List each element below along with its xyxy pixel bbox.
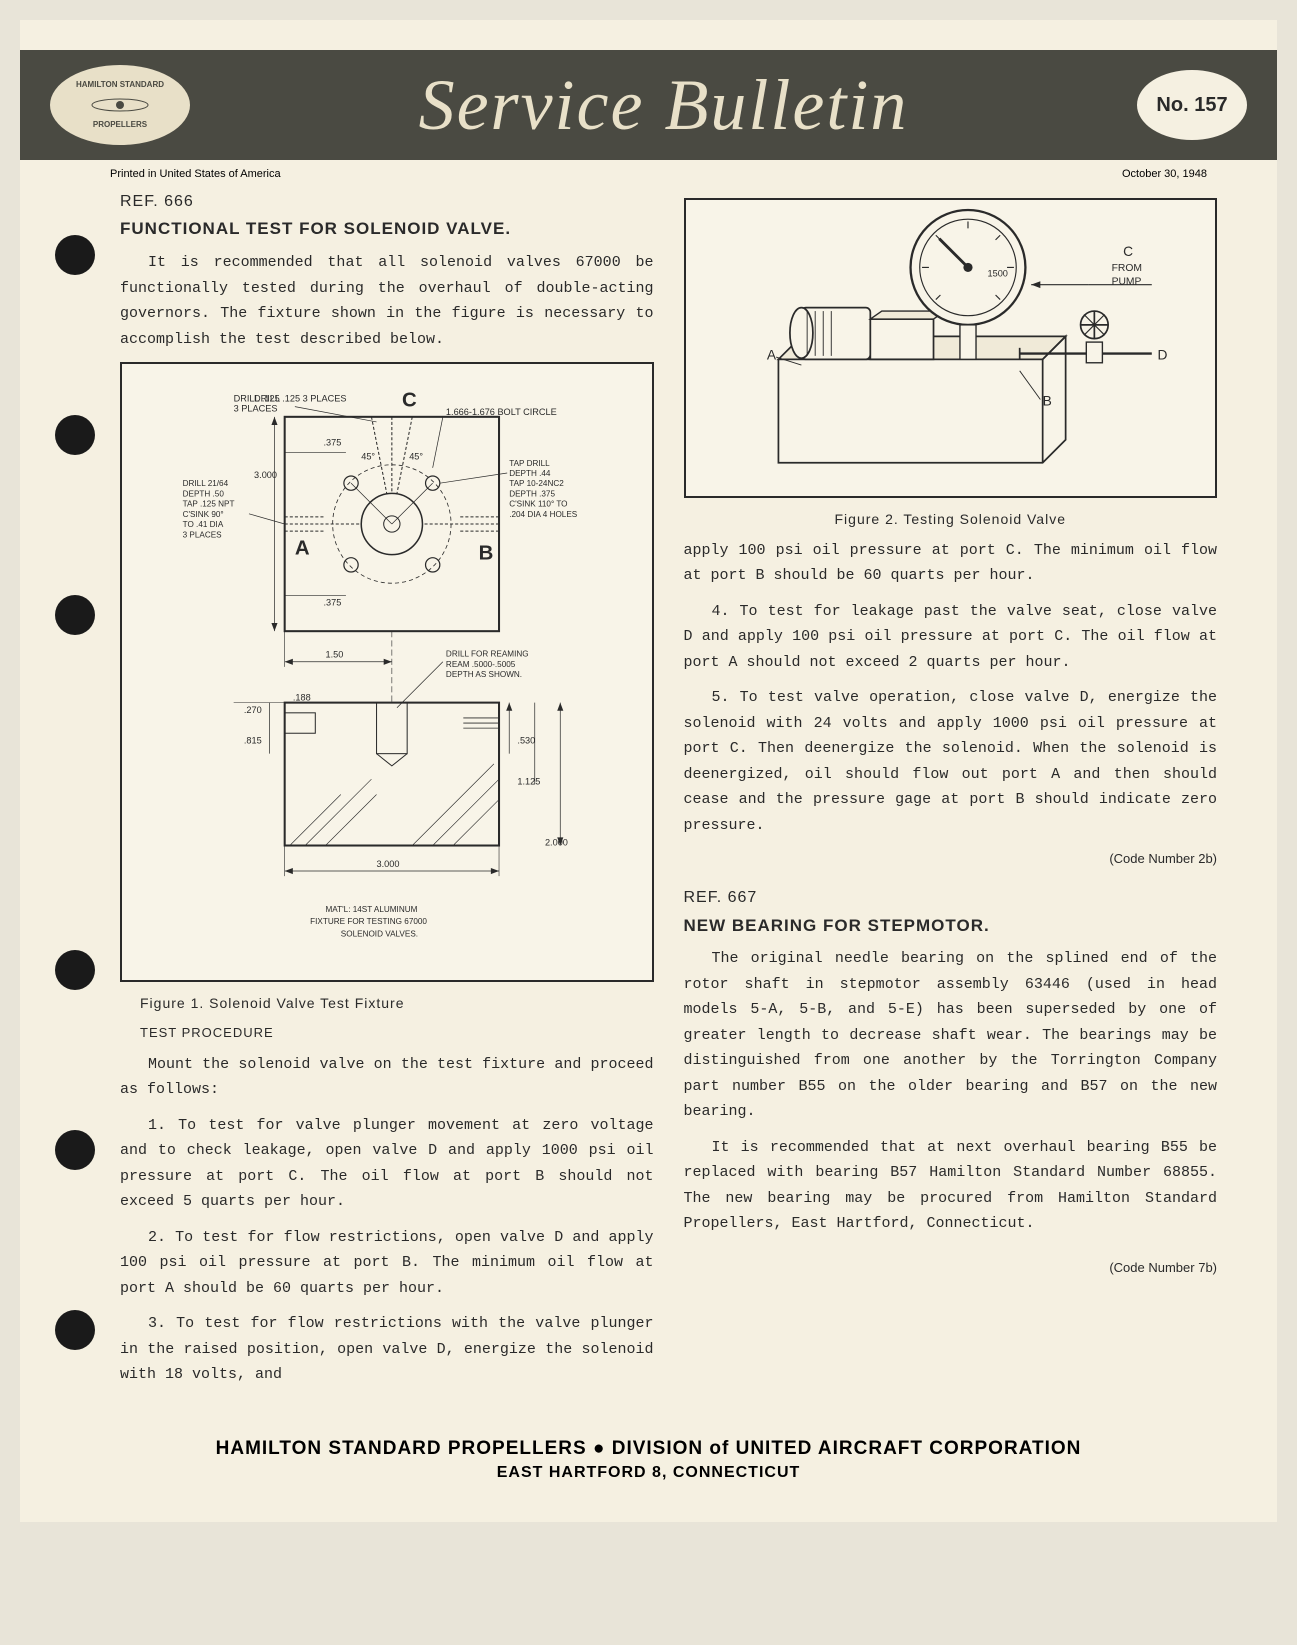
step3-cont: apply 100 psi oil pressure at port C. Th… [684,538,1218,589]
svg-text:TAP 10-24NC2: TAP 10-24NC2 [509,479,564,488]
d3000: 3.000 [254,470,277,480]
svg-text:DRILL .125: DRILL .125 [234,394,280,404]
svg-text:FIXTURE FOR TESTING 67000: FIXTURE FOR TESTING 67000 [310,917,427,926]
header-banner: HAMILTON STANDARD PROPELLERS Service Bul… [20,50,1277,160]
left-column: REF. 666 FUNCTIONAL TEST FOR SOLENOID VA… [120,188,654,1398]
punch-hole [55,1310,95,1350]
gauge-reading: 1500 [987,269,1007,279]
letter-b2: B [1042,393,1051,408]
d375b: .375 [323,598,341,608]
d270: .270 [244,705,262,715]
mount-para: Mount the solenoid valve on the test fix… [120,1052,654,1103]
section-title-667: NEW BEARING FOR STEPMOTOR. [684,912,1218,941]
step4: 4. To test for leakage past the valve se… [684,599,1218,676]
printed-in: Printed in United States of America [110,168,281,180]
banner-title: Service Bulletin [190,64,1137,147]
fig1-caption: Figure 1. Solenoid Valve Test Fixture [140,992,654,1016]
svg-text:REAM .5000-.5005: REAM .5000-.5005 [446,660,516,669]
svg-text:TAP .125 NPT: TAP .125 NPT [183,500,235,509]
hamilton-logo: HAMILTON STANDARD PROPELLERS [50,65,190,145]
code-2b: (Code Number 2b) [684,848,1218,870]
bulletin-number: No. 157 [1137,70,1247,140]
punch-hole [55,1130,95,1170]
punch-hole [55,950,95,990]
svg-text:C'SINK 110° TO: C'SINK 110° TO [509,500,567,509]
propeller-icon [90,90,150,120]
svg-text:DEPTH .44: DEPTH .44 [509,469,551,478]
step2: 2. To test for flow restrictions, open v… [120,1225,654,1302]
letter-b: B [479,543,494,565]
logo-text-bottom: PROPELLERS [93,120,147,130]
figure-1: DRILL .125 3 PLACES DRILL .125 3 PLACES … [120,362,654,982]
bolt-circle-label: 1.666-1.676 BOLT CIRCLE [446,407,557,417]
svg-text:MAT'L: 14ST ALUMINUM: MAT'L: 14ST ALUMINUM [326,905,418,914]
letter-a: A [295,538,310,560]
d188: .188 [293,693,311,703]
intro-para: It is recommended that all solenoid valv… [120,250,654,352]
d375a: .375 [323,437,341,447]
ref-number: REF. 666 [120,188,654,215]
svg-text:DRILL FOR REAMING: DRILL FOR REAMING [446,650,529,659]
d2000: 2.000 [545,838,568,848]
d815: .815 [244,736,262,746]
fixture-diagram: DRILL .125 3 PLACES DRILL .125 3 PLACES … [134,376,640,968]
d1125: 1.125 [517,776,540,786]
step3: 3. To test for flow restrictions with th… [120,1311,654,1388]
test-procedure-label: TEST PROCEDURE [140,1022,654,1044]
svg-text:DEPTH AS SHOWN.: DEPTH AS SHOWN. [446,670,522,679]
sub-header: Printed in United States of America Octo… [20,160,1277,188]
content-columns: REF. 666 FUNCTIONAL TEST FOR SOLENOID VA… [20,188,1277,1398]
document-page: HAMILTON STANDARD PROPELLERS Service Bul… [20,20,1277,1522]
svg-text:PUMP: PUMP [1111,277,1141,288]
bulletin-date: October 30, 1948 [1122,168,1207,180]
svg-text:DEPTH .50: DEPTH .50 [183,490,225,499]
ref667-p1: The original needle bearing on the splin… [684,946,1218,1125]
punch-hole [55,415,95,455]
svg-text:3 PLACES: 3 PLACES [183,530,223,539]
svg-text:C'SINK 90°: C'SINK 90° [183,510,224,519]
svg-text:DRILL 21/64: DRILL 21/64 [183,479,229,488]
section-title: FUNCTIONAL TEST FOR SOLENOID VALVE. [120,215,654,244]
svg-text:C: C [1123,244,1133,259]
ref-number-667: REF. 667 [684,884,1218,911]
letter-c: C [402,390,417,412]
d45b: 45° [409,452,423,462]
footer: HAMILTON STANDARD PROPELLERS ● DIVISION … [20,1438,1277,1482]
letter-d: D [1157,347,1167,362]
code-7b: (Code Number 7b) [684,1257,1218,1279]
step5: 5. To test valve operation, close valve … [684,685,1218,838]
right-column: 1500 [684,188,1218,1398]
footer-line1: HAMILTON STANDARD PROPELLERS ● DIVISION … [20,1438,1277,1460]
punch-hole [55,595,95,635]
test-setup-diagram: 1500 [698,187,1204,509]
svg-text:FROM: FROM [1111,263,1141,274]
d45a: 45° [361,452,375,462]
step1: 1. To test for valve plunger movement at… [120,1113,654,1215]
svg-text:TO .41 DIA: TO .41 DIA [183,520,224,529]
svg-text:TAP DRILL: TAP DRILL [509,459,550,468]
footer-line2: EAST HARTFORD 8, CONNECTICUT [20,1464,1277,1482]
svg-text:SOLENOID VALVES.: SOLENOID VALVES. [341,929,418,938]
letter-a2: A [766,347,776,362]
punch-hole [55,235,95,275]
figure-2: 1500 [684,198,1218,498]
d3000b: 3.000 [377,859,400,869]
svg-text:3 PLACES: 3 PLACES [234,404,278,414]
d150: 1.50 [326,650,344,660]
svg-text:.204 DIA 4 HOLES: .204 DIA 4 HOLES [509,510,578,519]
fig2-caption: Figure 2. Testing Solenoid Valve [684,508,1218,532]
d530: .530 [517,736,535,746]
logo-text-top: HAMILTON STANDARD [76,80,164,90]
svg-text:DEPTH .375: DEPTH .375 [509,490,555,499]
ref667-p2: It is recommended that at next overhaul … [684,1135,1218,1237]
